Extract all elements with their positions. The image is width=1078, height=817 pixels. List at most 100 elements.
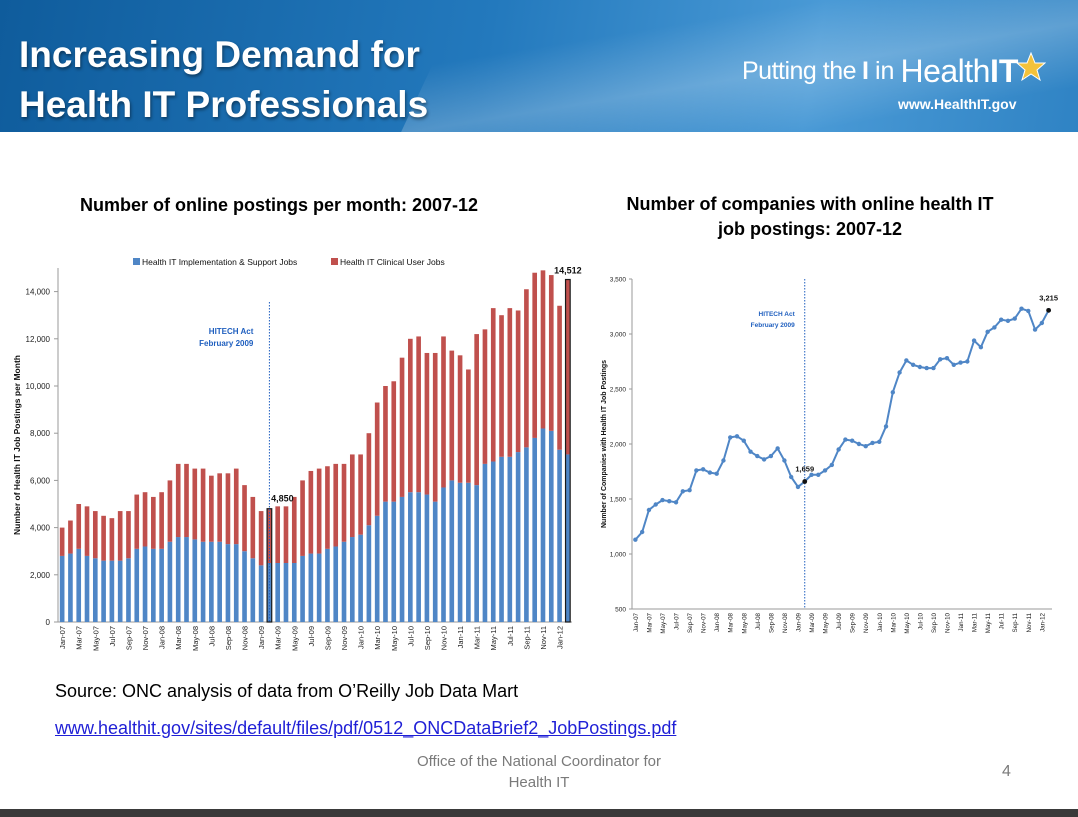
bar-clinical-jobs — [300, 480, 305, 556]
bar-clinical-jobs — [175, 463, 181, 538]
line-x-tick-label: Nov-11 — [1026, 612, 1033, 632]
bar-clinical-jobs — [325, 466, 330, 549]
bar-x-tick-label: May-09 — [290, 626, 299, 651]
line-x-tick-label: Jan-07 — [633, 612, 640, 631]
line-x-tick-label: Nov-07 — [701, 612, 708, 633]
bar-impl-jobs — [432, 501, 438, 622]
bar-impl-jobs — [366, 525, 372, 622]
bar-clinical-jobs — [432, 352, 438, 502]
bar-x-tick-label: Jan-11 — [456, 626, 465, 648]
line-point — [856, 441, 862, 447]
bar-impl-jobs — [349, 537, 355, 622]
bar-x-tick-label: Nov-08 — [241, 626, 250, 650]
bar-y-tick-label: 0 — [46, 618, 51, 627]
bar-clinical-jobs — [192, 468, 198, 540]
bar-x-tick-label: Jul-09 — [307, 626, 316, 646]
bar-clinical-jobs — [499, 315, 504, 457]
bar-x-tick-label: Sep-07 — [124, 626, 133, 650]
bar-clinical-jobs — [283, 506, 289, 563]
line-point — [877, 439, 882, 444]
bar-clinical-jobs — [308, 470, 314, 554]
line-point — [816, 472, 821, 477]
bar-clinical-jobs — [424, 352, 430, 495]
line-x-tick-label: May-09 — [823, 612, 830, 633]
bar-impl-jobs — [548, 430, 554, 622]
line-point — [1032, 327, 1038, 332]
bar-impl-jobs — [217, 541, 222, 622]
bar-clinical-jobs — [524, 289, 529, 448]
bar-clinical-jobs — [275, 506, 281, 563]
bar-impl-jobs — [151, 548, 156, 622]
bar-chart-title: Number of online postings per month: 200… — [79, 195, 479, 215]
line-point — [721, 458, 726, 463]
line-point — [924, 365, 929, 371]
bar-clinical-jobs — [151, 496, 156, 549]
line-point — [910, 362, 916, 367]
line-y-tick-label: 2,000 — [610, 442, 627, 449]
logo-url: www.HealthIT.gov — [898, 96, 1017, 112]
bar-clinical-jobs — [101, 515, 106, 561]
line-x-tick-label: May-11 — [985, 612, 992, 633]
bar-clinical-jobs — [507, 308, 513, 457]
line-y-tick-label: 2,500 — [610, 387, 627, 394]
line-x-tick-label: Jul-08 — [755, 612, 762, 629]
footer-line1: Office of the National Coordinator for — [416, 753, 662, 770]
bar-clinical-jobs — [515, 310, 521, 453]
legend-clinical-swatch — [331, 258, 338, 265]
bar-impl-jobs — [466, 482, 471, 622]
bar-impl-jobs — [341, 541, 347, 622]
bar-clinical-jobs — [92, 511, 98, 559]
line-point — [1039, 320, 1045, 326]
source-link[interactable]: www.healthit.gov/sites/default/files/pdf… — [55, 718, 677, 738]
bar-clinical-jobs — [242, 485, 247, 552]
bar-clinical-jobs — [291, 496, 297, 563]
bar-clinical-jobs — [68, 520, 73, 554]
bar-x-tick-label: Jan-12 — [556, 626, 565, 649]
line-x-tick-label: Sep-07 — [687, 612, 694, 633]
bar-impl-jobs — [167, 541, 173, 622]
bar-clinical-jobs — [374, 402, 380, 516]
bar-y-tick-label: 4,000 — [30, 524, 51, 533]
bar-impl-jobs — [300, 555, 305, 622]
line-point — [897, 370, 902, 375]
line-point — [849, 438, 855, 443]
line-highlight-point — [802, 479, 808, 484]
line-point — [653, 502, 658, 507]
bar-clinical-jobs — [233, 468, 239, 545]
bar-x-tick-label: Mar-11 — [473, 626, 482, 649]
bar-impl-jobs — [233, 544, 239, 622]
line-highlight-point — [1046, 307, 1052, 313]
line-point — [680, 489, 686, 494]
bar-clinical-jobs — [358, 454, 363, 535]
bar-impl-jobs — [283, 563, 289, 622]
bar-clinical-jobs — [449, 350, 455, 481]
bar-impl-jobs — [242, 551, 247, 622]
bar-clinical-jobs — [532, 272, 538, 438]
line-y-tick-label: 1,500 — [610, 497, 627, 504]
line-x-tick-label: Jul-07 — [674, 612, 681, 629]
line-x-tick-label: Jul-09 — [836, 612, 843, 629]
footer-line2: Health IT — [508, 774, 570, 791]
bar-clinical-jobs — [316, 468, 322, 554]
bar-total-label: 14,512 — [554, 266, 582, 276]
bar-impl-jobs — [184, 537, 189, 622]
line-x-tick-label: Mar-07 — [646, 612, 653, 632]
bar-impl-jobs — [275, 563, 281, 622]
bar-impl-jobs — [175, 537, 181, 622]
bar-impl-jobs — [408, 492, 413, 622]
bar-impl-jobs — [225, 544, 231, 622]
bar-x-tick-label: Nov-07 — [141, 626, 150, 650]
bar-impl-jobs — [441, 487, 446, 622]
line-x-tick-label: Jan-12 — [1039, 612, 1046, 631]
line-x-tick-label: Nov-10 — [945, 612, 952, 633]
bar-x-tick-label: May-08 — [191, 626, 200, 651]
bar-impl-jobs — [524, 447, 529, 622]
line-point — [734, 434, 740, 439]
logo-word-health: Health — [900, 53, 990, 89]
bar-impl-jobs — [557, 449, 562, 622]
line-point — [694, 468, 699, 473]
bar-clinical-jobs — [217, 473, 222, 542]
bar-clinical-jobs — [408, 338, 413, 493]
line-x-tick-label: Jul-11 — [999, 612, 1006, 629]
line-x-tick-label: Nov-08 — [782, 612, 789, 633]
